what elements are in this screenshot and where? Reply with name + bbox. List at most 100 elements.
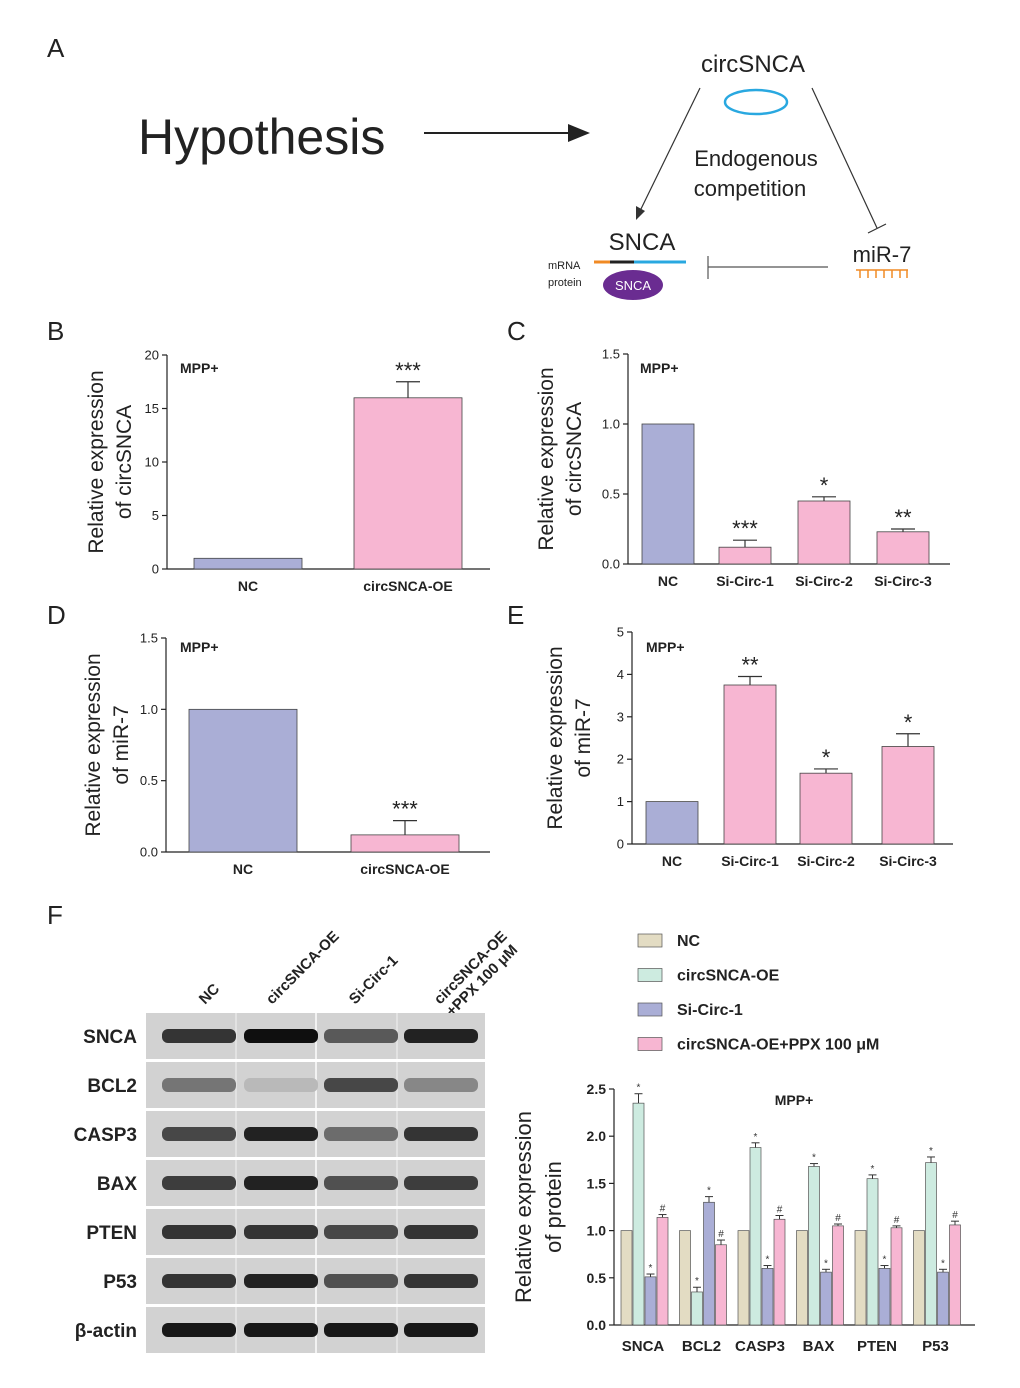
protein-band	[324, 1078, 398, 1092]
circsnca-label: circSNCA	[701, 51, 805, 78]
bar	[620, 1230, 633, 1326]
panel-letter-d: D	[47, 600, 66, 630]
bar	[691, 1291, 703, 1326]
panel-letter-a: A	[47, 33, 65, 63]
significance-mark: *	[707, 1186, 711, 1197]
bar	[761, 1268, 774, 1326]
mirna-strand-icon	[856, 269, 908, 278]
significance-mark: *	[754, 1132, 758, 1143]
significance-mark: #	[718, 1229, 724, 1240]
y-axis-label: Relative expression of circSNCA	[535, 367, 586, 550]
blot-strip	[146, 1258, 485, 1304]
panel-letter-b: B	[47, 316, 65, 346]
bar	[718, 546, 772, 565]
y-tick-label: 10	[145, 455, 159, 470]
blot-row-label: PTEN	[86, 1223, 137, 1244]
y-tick-label: 1	[617, 794, 624, 809]
bar	[937, 1271, 949, 1326]
significance-mark: #	[660, 1204, 666, 1215]
significance-mark: *	[766, 1255, 770, 1266]
significance-mark: *	[695, 1276, 699, 1287]
mir7-inhibits-snca	[707, 256, 828, 279]
legend-label: circSNCA-OE+PPX 100 μM	[677, 1037, 879, 1054]
x-tick-label: SNCA	[622, 1338, 665, 1355]
x-tick-label: NC	[233, 861, 253, 877]
chart-annotation: MPP+	[640, 360, 679, 376]
blot-strip	[146, 1013, 485, 1059]
protein-band	[244, 1078, 318, 1092]
protein-band	[324, 1323, 398, 1337]
significance-mark: *	[637, 1083, 641, 1094]
legend-swatch	[637, 933, 663, 948]
hypothesis-diagram: Hypothesis circSNCA Endogenous competiti…	[138, 51, 912, 300]
bar	[854, 1230, 867, 1326]
significance-mark: **	[894, 505, 912, 530]
protein-band	[404, 1274, 478, 1288]
x-tick-label: Si-Circ-3	[879, 853, 937, 869]
bar	[749, 1147, 762, 1326]
y-tick-label: 0.0	[602, 557, 620, 572]
y-tick-label: 5	[152, 508, 159, 523]
y-tick-label: 1.0	[602, 417, 620, 432]
mir7-label: miR-7	[853, 242, 912, 267]
chart-annotation: MPP+	[180, 360, 219, 376]
y-tick-label: 2.5	[587, 1081, 607, 1097]
snca-gene-label: SNCA	[609, 229, 676, 256]
bar	[773, 1218, 786, 1326]
bar	[715, 1244, 727, 1326]
significance-mark: *	[929, 1146, 933, 1157]
lane-label: circSNCA-OE	[263, 928, 343, 1008]
endogenous-label: Endogenous	[694, 146, 818, 171]
y-tick-label: 1.0	[140, 702, 158, 717]
inhibit-mir7	[811, 87, 887, 234]
significance-mark: *	[904, 710, 913, 735]
y-tick-label: 0.0	[140, 845, 158, 860]
x-tick-label: NC	[662, 853, 682, 869]
bar	[881, 746, 935, 845]
blot-row-label: BCL2	[87, 1076, 137, 1097]
protein-band	[324, 1274, 398, 1288]
snca-protein-icon	[603, 270, 663, 300]
y-tick-label: 15	[145, 401, 159, 416]
significance-mark: *	[812, 1153, 816, 1164]
bar	[878, 1268, 891, 1326]
protein-band	[404, 1029, 478, 1043]
protein-band	[244, 1029, 318, 1043]
protein-band	[244, 1274, 318, 1288]
snca-protein-label: SNCA	[615, 278, 651, 293]
y-axis-label: Relative expression of circSNCA	[85, 370, 136, 553]
chart-annotation: MPP+	[180, 639, 219, 655]
y-tick-label: 0.5	[602, 487, 620, 502]
significance-mark: *	[649, 1263, 653, 1274]
x-tick-label: circSNCA-OE	[360, 861, 449, 877]
mrna-label: mRNA	[548, 260, 581, 272]
significance-mark: ***	[732, 516, 758, 541]
blot-strip	[146, 1307, 485, 1353]
y-tick-label: 1.5	[140, 631, 158, 646]
x-tick-label: Si-Circ-3	[874, 573, 932, 589]
protein-band	[162, 1127, 236, 1141]
x-tick-label: CASP3	[735, 1338, 785, 1355]
protein-band	[404, 1078, 478, 1092]
blot-row-label: SNCA	[83, 1027, 137, 1048]
protein-band	[404, 1323, 478, 1337]
bar	[632, 1102, 645, 1326]
chart-annotation: MPP+	[775, 1092, 814, 1108]
y-tick-label: 0.5	[140, 773, 158, 788]
bar	[808, 1166, 820, 1326]
bar	[644, 1276, 657, 1326]
significance-mark: *	[824, 1258, 828, 1269]
y-tick-label: 0.0	[587, 1317, 607, 1333]
significance-mark: #	[835, 1213, 841, 1224]
x-tick-label: circSNCA-OE	[363, 578, 452, 594]
y-tick-label: 3	[617, 709, 624, 724]
x-tick-label: Si-Circ-1	[716, 573, 774, 589]
protein-band	[244, 1176, 318, 1190]
bar	[703, 1201, 715, 1326]
y-tick-label: 0	[617, 837, 624, 852]
circrna-ring-icon	[723, 88, 789, 116]
bar	[925, 1162, 937, 1326]
protein-band	[162, 1323, 236, 1337]
protein-band	[244, 1323, 318, 1337]
protein-band	[324, 1225, 398, 1239]
